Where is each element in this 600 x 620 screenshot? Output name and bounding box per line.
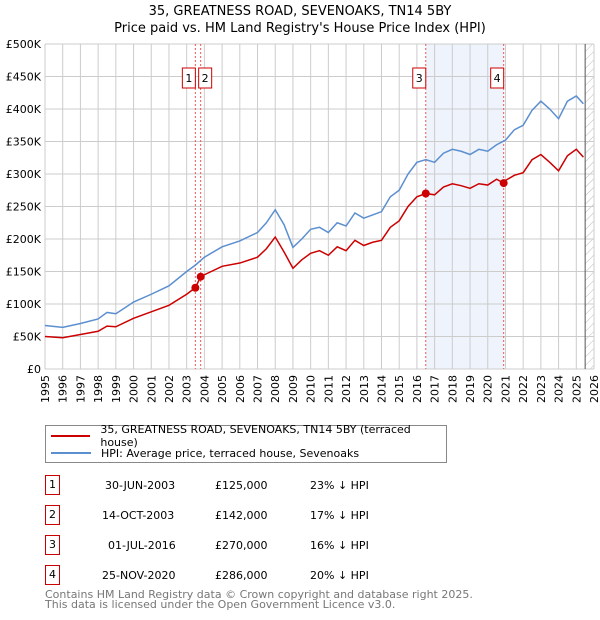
x-tick-label: 1995 bbox=[39, 375, 52, 403]
transaction-point bbox=[196, 272, 205, 281]
y-tick-label: £250K bbox=[6, 201, 42, 214]
transaction-label-box bbox=[181, 67, 196, 89]
blue-line-swatch bbox=[51, 452, 91, 454]
x-tick-label: 2000 bbox=[128, 375, 141, 403]
x-tick-label: 2004 bbox=[198, 375, 211, 403]
transaction-number: 1 bbox=[45, 475, 60, 495]
chart-subtitle: Price paid vs. HM Land Registry's House … bbox=[114, 21, 486, 36]
x-tick-label: 2011 bbox=[322, 375, 335, 403]
x-tick-label: 1996 bbox=[57, 375, 70, 403]
x-tick-label: 2024 bbox=[553, 375, 566, 403]
transaction-row: 4 25-NOV-2020 £286,000 20% ↓ HPI bbox=[45, 565, 445, 587]
transaction-date: 14-OCT-2003 bbox=[102, 509, 175, 522]
transaction-number: 2 bbox=[45, 505, 60, 525]
transaction-hpi-diff: 23% ↓ HPI bbox=[310, 479, 369, 492]
x-tick-label: 2014 bbox=[375, 375, 388, 403]
y-tick-label: £0 bbox=[27, 363, 41, 376]
x-tick-label: 2017 bbox=[429, 375, 442, 403]
x-tick-label: 1997 bbox=[74, 375, 87, 403]
transaction-price: £270,000 bbox=[215, 539, 268, 552]
x-tick-label: 2022 bbox=[517, 375, 530, 403]
transaction-label: 2 bbox=[202, 72, 209, 85]
price-paid-line bbox=[44, 148, 584, 339]
x-tick-label: 2020 bbox=[482, 375, 495, 403]
x-tick-label: 2008 bbox=[269, 375, 282, 403]
y-tick-label: £500K bbox=[6, 38, 42, 51]
chart-title: 35, GREATNESS ROAD, SEVENOAKS, TN14 5BY bbox=[148, 4, 452, 19]
transaction-row: 1 30-JUN-2003 £125,000 23% ↓ HPI bbox=[45, 475, 445, 497]
legend-label: HPI: Average price, terraced house, Seve… bbox=[101, 446, 360, 460]
transaction-point bbox=[499, 179, 508, 188]
legend-item-hpi: HPI: Average price, terraced house, Seve… bbox=[51, 445, 359, 461]
transaction-date: 30-JUN-2003 bbox=[105, 479, 176, 492]
y-tick-label: £200K bbox=[6, 233, 42, 246]
x-tick-label: 2021 bbox=[499, 375, 512, 403]
x-tick-label: 2016 bbox=[411, 375, 424, 403]
transaction-number: 4 bbox=[45, 565, 60, 585]
transaction-label-box bbox=[198, 67, 213, 89]
x-tick-label: 2006 bbox=[234, 375, 247, 403]
transaction-point bbox=[421, 189, 430, 198]
x-tick-label: 2005 bbox=[216, 375, 229, 403]
red-line-swatch bbox=[51, 435, 91, 437]
transaction-row: 3 01-JUL-2016 £270,000 16% ↓ HPI bbox=[45, 535, 445, 557]
legend: 35, GREATNESS ROAD, SEVENOAKS, TN14 5BY … bbox=[45, 423, 447, 463]
x-tick-label: 2026 bbox=[588, 375, 600, 403]
y-tick-label: £50K bbox=[13, 331, 42, 344]
x-tick-label: 2023 bbox=[535, 375, 548, 403]
transaction-price: £286,000 bbox=[215, 569, 268, 582]
x-tick-label: 2001 bbox=[145, 375, 158, 403]
x-tick-label: 2012 bbox=[340, 375, 353, 403]
transaction-hpi-diff: 20% ↓ HPI bbox=[310, 569, 369, 582]
x-tick-label: 1998 bbox=[92, 375, 105, 403]
x-tick-label: 2010 bbox=[305, 375, 318, 403]
y-tick-label: £350K bbox=[6, 136, 42, 149]
x-tick-label: 2013 bbox=[358, 375, 371, 403]
x-tick-label: 2015 bbox=[393, 375, 406, 403]
legend-label: 35, GREATNESS ROAD, SEVENOAKS, TN14 5BY … bbox=[100, 423, 411, 449]
x-tick-label: 1999 bbox=[110, 375, 123, 403]
x-tick-label: 2002 bbox=[163, 375, 176, 403]
x-tick-label: 2025 bbox=[570, 375, 583, 403]
transaction-hpi-diff: 16% ↓ HPI bbox=[310, 539, 369, 552]
x-tick-label: 2019 bbox=[464, 375, 477, 403]
y-tick-label: £300K bbox=[6, 168, 42, 181]
x-tick-label: 2018 bbox=[446, 375, 459, 403]
transaction-label: 4 bbox=[494, 72, 501, 85]
footer: Contains HM Land Registry data © Crown c… bbox=[45, 588, 473, 611]
transaction-row: 2 14-OCT-2003 £142,000 17% ↓ HPI bbox=[45, 505, 445, 527]
transaction-label: 3 bbox=[416, 72, 423, 85]
price-chart: 1995 1996 1997 1998 1999 2000 2001 2002 2003 2004… bbox=[6, 38, 600, 403]
transaction-price: £125,000 bbox=[215, 479, 268, 492]
footer-copyright: Contains HM Land Registry data © Crown c… bbox=[45, 588, 473, 601]
transaction-date: 01-JUL-2016 bbox=[108, 539, 176, 552]
x-tick-label: 2007 bbox=[252, 375, 265, 403]
y-tick-label: £150K bbox=[6, 266, 42, 279]
transaction-point bbox=[191, 283, 200, 292]
transaction-label-box bbox=[412, 67, 427, 89]
transaction-price: £142,000 bbox=[215, 509, 268, 522]
y-tick-label: £400K bbox=[6, 103, 42, 116]
hpi-line bbox=[44, 95, 584, 329]
transaction-label: 1 bbox=[185, 72, 192, 85]
y-tick-label: £450K bbox=[6, 71, 42, 84]
transaction-label-box bbox=[490, 67, 505, 89]
x-tick-label: 2003 bbox=[181, 375, 194, 403]
legend-item-property: 35, GREATNESS ROAD, SEVENOAKS, TN14 5BY … bbox=[51, 423, 446, 449]
footer-licence: This data is licensed under the Open Gov… bbox=[45, 598, 396, 611]
y-tick-label: £100K bbox=[6, 298, 42, 311]
transaction-number: 3 bbox=[45, 535, 60, 555]
transaction-hpi-diff: 17% ↓ HPI bbox=[310, 509, 369, 522]
x-tick-label: 2009 bbox=[287, 375, 300, 403]
transaction-date: 25-NOV-2020 bbox=[102, 569, 176, 582]
